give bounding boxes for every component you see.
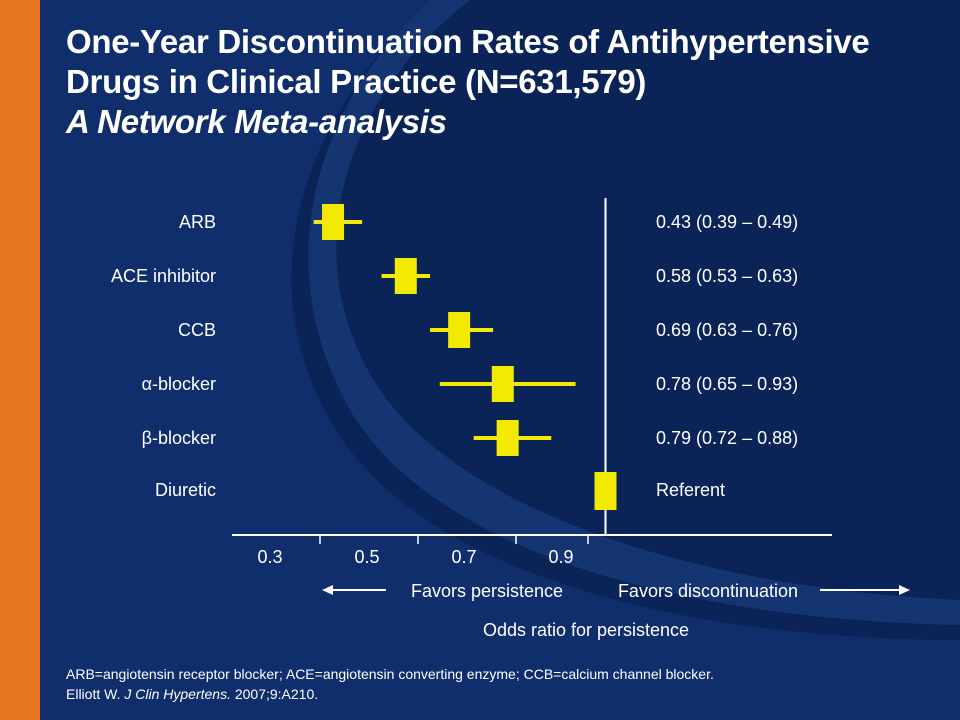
x-tick-label-0: 0.3: [257, 547, 282, 567]
row-estimate-text-4: 0.79 (0.72 – 0.88): [656, 428, 798, 448]
row-label-2: CCB: [178, 320, 216, 340]
point-estimate-2: [448, 312, 471, 348]
title-line-1: One-Year Discontinuation Rates of Antihy…: [66, 23, 870, 60]
citation-details: 2007;9:A210.: [234, 686, 319, 702]
point-estimate-0: [322, 204, 345, 240]
favors-left-label: Favors persistence: [411, 581, 563, 601]
citation-journal: J Clin Hypertens.: [124, 686, 231, 702]
row-label-5: Diuretic: [155, 480, 216, 500]
citation-author: Elliott W.: [66, 686, 121, 702]
row-label-3: α-blocker: [142, 374, 216, 394]
row-estimate-text-0: 0.43 (0.39 – 0.49): [656, 212, 798, 232]
x-tick-label-3: 0.9: [548, 547, 573, 567]
row-estimate-text-1: 0.58 (0.53 – 0.63): [656, 266, 798, 286]
point-estimate-5: [594, 472, 617, 510]
orange-side-bar: [0, 0, 40, 720]
row-estimate-text-5: Referent: [656, 480, 725, 500]
title-line-2: Drugs in Clinical Practice (N=631,579): [66, 63, 647, 100]
row-label-1: ACE inhibitor: [111, 266, 216, 286]
footnote-citation: Elliott W. J Clin Hypertens. 2007;9:A210…: [66, 684, 714, 704]
row-estimate-text-2: 0.69 (0.63 – 0.76): [656, 320, 798, 340]
row-estimate-text-3: 0.78 (0.65 – 0.93): [656, 374, 798, 394]
x-axis-title: Odds ratio for persistence: [483, 620, 689, 640]
right-arrow-head: [899, 585, 910, 595]
x-tick-label-1: 0.5: [354, 547, 379, 567]
left-arrow-head: [322, 585, 333, 595]
title-subtitle: A Network Meta-analysis: [66, 103, 447, 140]
row-label-4: β-blocker: [142, 428, 216, 448]
footnote: ARB=angiotensin receptor blocker; ACE=an…: [66, 664, 714, 704]
footnote-abbreviations: ARB=angiotensin receptor blocker; ACE=an…: [66, 666, 714, 682]
point-estimate-1: [394, 258, 417, 294]
point-estimate-4: [496, 420, 519, 456]
point-estimate-3: [491, 366, 514, 402]
x-tick-label-2: 0.7: [451, 547, 476, 567]
favors-right-label: Favors discontinuation: [618, 581, 798, 601]
row-label-0: ARB: [179, 212, 216, 232]
slide-title: One-Year Discontinuation Rates of Antihy…: [66, 22, 946, 142]
